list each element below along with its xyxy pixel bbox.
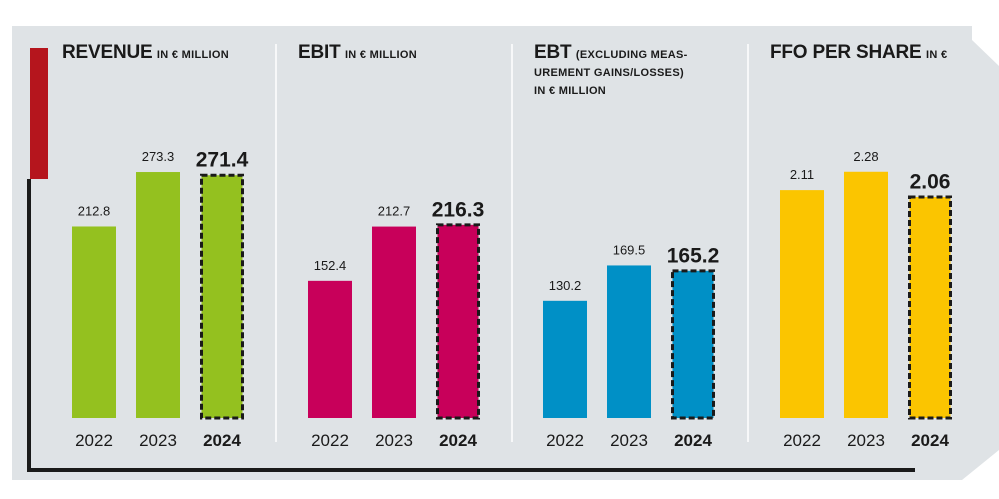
revenue-value-label-2022: 212.8 [78,203,111,218]
ebt-value-label-2024: 165.2 [667,244,720,267]
revenue-bar-2023 [136,172,180,418]
ebit-value-label-2024: 216.3 [432,198,485,221]
ffo-bar-2024 [908,195,952,420]
ebt-unit-line-2: UREMENT GAINS/LOSSES) [534,67,684,79]
ebit-chart-title: EBIT IN € MILLION [298,42,417,64]
ebit-value-label-2022: 152.4 [314,258,347,273]
revenue-category-label-2022: 2022 [75,431,113,450]
ffo-chart-title: FFO PER SHARE IN € [770,42,947,64]
revenue-chart-title: REVENUE IN € MILLION [62,42,229,64]
ebt-bar-2024 [671,269,715,420]
ebit-value-label-2023: 212.7 [378,204,411,219]
ebt-category-label-2023: 2023 [610,431,648,450]
ebt-unit-line-3: IN € MILLION [534,85,607,97]
revenue-value-label-2023: 273.3 [142,149,175,164]
frame-left-line [27,179,31,472]
revenue-unit: IN € MILLION [156,49,229,61]
ebit-category-label-2023: 2023 [375,431,413,450]
ebt-unit-line-1: (EXCLUDING MEAS- [575,49,688,61]
ebit-title: EBIT [298,42,341,63]
ebit-bar-2023 [372,226,416,418]
ffo-unit: IN € [925,49,948,61]
ebit-bar-2022 [308,280,352,418]
ffo-value-label-2024: 2.06 [910,171,951,194]
accent-bar [30,48,48,179]
ffo-value-label-2022: 2.11 [790,167,814,182]
revenue-category-label-2024: 2024 [203,431,241,450]
ebit-unit: IN € MILLION [344,49,417,61]
ebt-bar-2023 [607,265,651,418]
revenue-title: REVENUE [62,42,153,63]
ebit-bar-2024 [436,223,480,420]
ffo-bar-2023 [844,171,888,418]
ebit-category-label-2024: 2024 [439,431,477,450]
ebt-title: EBT [534,42,572,63]
revenue-bar-2022 [72,226,116,418]
ffo-title: FFO PER SHARE [770,42,922,63]
ffo-category-label-2024: 2024 [911,431,949,450]
ffo-category-label-2022: 2022 [783,431,821,450]
ffo-value-label-2023: 2.28 [853,149,878,164]
ebt-value-label-2022: 130.2 [549,278,582,293]
ffo-bar-2022 [780,190,824,418]
ebt-value-label-2023: 169.5 [613,242,646,257]
ebt-category-label-2024: 2024 [674,431,712,450]
frame-bottom-line [27,468,915,472]
ebt-bar-2022 [543,300,587,418]
ebt-chart-title: EBT (EXCLUDING MEAS- UREMENT GAINS/LOSSE… [534,42,734,100]
ebit-category-label-2022: 2022 [311,431,349,450]
revenue-bar-2024 [200,173,244,420]
ffo-category-label-2023: 2023 [847,431,885,450]
panel-background [12,26,999,480]
ebt-category-label-2022: 2022 [546,431,584,450]
revenue-category-label-2023: 2023 [139,431,177,450]
revenue-value-label-2024: 271.4 [196,149,249,172]
